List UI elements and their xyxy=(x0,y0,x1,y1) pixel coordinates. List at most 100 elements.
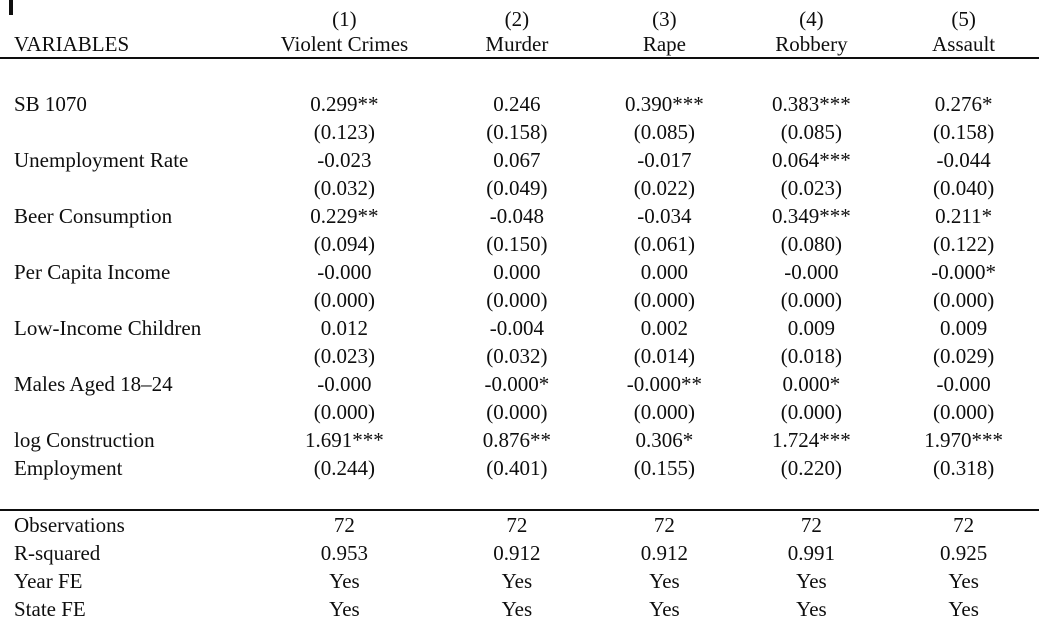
coef-cell: 0.306* xyxy=(635,427,694,452)
model-number-1: (1) xyxy=(332,6,357,31)
coef-cell: 0.390*** xyxy=(625,91,704,116)
coef-row: Beer Consumption 0.229** -0.048 -0.034 0.349… xyxy=(0,202,1039,230)
coef-cell: -0.000** xyxy=(626,371,703,396)
stat-label: Observations xyxy=(14,512,125,537)
coef-cell: -0.000 xyxy=(317,259,372,284)
variable-label-continued xyxy=(0,174,249,202)
se-cell: (0.049) xyxy=(486,175,548,200)
coef-cell: 0.349*** xyxy=(772,203,851,228)
coef-cell: -0.034 xyxy=(637,203,692,228)
coef-cell: 0.211* xyxy=(935,203,993,228)
header-gap-row xyxy=(0,58,1039,90)
column-name-assault: Assault xyxy=(888,32,1039,59)
stats-gap-row xyxy=(0,482,1039,511)
stat-value: 0.912 xyxy=(640,540,689,565)
coef-cell: 0.002 xyxy=(640,315,689,340)
se-cell: (0.000) xyxy=(313,399,376,424)
stats-rows: Observations 72 72 72 72 72 R-squared 0.953 0.91… xyxy=(0,510,1039,621)
se-row: (0.123) (0.158) (0.085) (0.085) (0.158) xyxy=(0,118,1039,146)
model-number-5: (5) xyxy=(951,6,976,31)
coef-cell: 0.000 xyxy=(640,259,689,284)
stat-value: Yes xyxy=(734,595,889,621)
se-cell: (0.032) xyxy=(486,343,548,368)
stat-value: Yes xyxy=(649,568,680,593)
column-name-row: VARIABLES Violent Crimes Murder Rape Rob… xyxy=(0,32,1039,59)
empty-header-cell xyxy=(0,6,249,32)
stat-row: State FE Yes Yes Yes Yes Yes xyxy=(0,595,1039,621)
model-number-4: (4) xyxy=(799,6,824,31)
se-cell: (0.000) xyxy=(486,399,548,424)
coef-cell: -0.000 xyxy=(784,259,839,284)
variable-label: SB 1070 xyxy=(14,91,87,116)
coef-cell: 0.000 xyxy=(493,259,541,284)
se-cell: (0.401) xyxy=(486,455,548,480)
variable-label-continued: Employment xyxy=(14,455,123,480)
table-border-artifact xyxy=(9,0,13,15)
se-row: Employment (0.244) (0.401) (0.155) (0.220) (0… xyxy=(0,454,1039,482)
se-cell: (0.023) xyxy=(313,343,376,368)
se-row: (0.023) (0.032) (0.014) (0.018) (0.029) xyxy=(0,342,1039,370)
column-name-robbery: Robbery xyxy=(734,32,889,59)
se-cell: (0.150) xyxy=(486,231,548,256)
stats-separator xyxy=(0,482,1039,511)
se-cell: (0.080) xyxy=(780,231,843,256)
coef-cell: 1.970*** xyxy=(924,427,1004,452)
se-cell: (0.000) xyxy=(633,287,696,312)
variable-label: Beer Consumption xyxy=(14,203,173,228)
se-cell: (0.014) xyxy=(633,343,696,368)
stat-value: 0.925 xyxy=(940,540,988,565)
spacer xyxy=(0,482,1039,511)
regression-table: (1) (2) (3) (4) (5) VARIABLES Violent Cr… xyxy=(0,6,1039,621)
stat-value: 72 xyxy=(953,512,975,537)
coef-row: Low-Income Children 0.012 -0.004 0.002 0.009… xyxy=(0,314,1039,342)
coef-cell: 0.000* xyxy=(782,371,841,396)
stat-row: R-squared 0.953 0.912 0.912 0.991 0.925 xyxy=(0,539,1039,567)
se-cell: (0.155) xyxy=(633,455,696,480)
coef-cell: -0.048 xyxy=(489,203,544,228)
coef-cell: 0.067 xyxy=(493,147,541,172)
variable-label-continued xyxy=(0,398,249,426)
coef-row: Males Aged 18–24 -0.000 -0.000* -0.000** 0.0… xyxy=(0,370,1039,398)
variable-label: Per Capita Income xyxy=(14,259,171,284)
stat-value: Yes xyxy=(796,568,827,593)
coef-cell: 0.299** xyxy=(310,91,379,116)
se-row: (0.000) (0.000) (0.000) (0.000) (0.000) xyxy=(0,286,1039,314)
se-cell: (0.022) xyxy=(633,175,696,200)
coef-cell: 0.012 xyxy=(320,315,369,340)
coef-cell: -0.004 xyxy=(489,315,544,340)
coef-cell: 0.064*** xyxy=(772,147,851,172)
coef-row: log Construction 1.691*** 0.876** 0.306* 1.7… xyxy=(0,426,1039,454)
se-cell: (0.040) xyxy=(933,175,995,200)
se-row: (0.094) (0.150) (0.061) (0.080) (0.122) xyxy=(0,230,1039,258)
stat-label: State FE xyxy=(0,595,250,621)
column-name-rape: Rape xyxy=(594,32,735,59)
stat-value: 0.912 xyxy=(493,540,541,565)
stat-value: 0.991 xyxy=(787,540,836,565)
stat-value: 72 xyxy=(800,512,822,537)
stat-value: 72 xyxy=(653,512,675,537)
se-cell: (0.018) xyxy=(780,343,843,368)
variable-label-continued xyxy=(0,230,249,258)
stat-row: Year FE Yes Yes Yes Yes Yes xyxy=(0,567,1039,595)
coef-cell: -0.017 xyxy=(637,147,692,172)
se-cell: (0.094) xyxy=(313,231,376,256)
coef-cell: -0.044 xyxy=(936,147,991,172)
se-cell: (0.061) xyxy=(633,231,696,256)
se-cell: (0.000) xyxy=(780,399,843,424)
spacer xyxy=(0,58,1039,90)
se-cell: (0.000) xyxy=(313,287,376,312)
model-number-3: (3) xyxy=(652,6,677,31)
coefficient-rows: SB 1070 0.299** 0.246 0.390*** 0.383*** 0.276… xyxy=(0,58,1039,482)
variable-label: Males Aged 18–24 xyxy=(14,371,173,396)
stat-value: 72 xyxy=(506,512,528,537)
se-cell: (0.318) xyxy=(933,455,995,480)
variable-label: Low-Income Children xyxy=(14,315,202,340)
stat-row: Observations 72 72 72 72 72 xyxy=(0,510,1039,539)
variables-header: VARIABLES xyxy=(0,32,250,59)
stat-label: R-squared xyxy=(14,540,101,565)
coef-row: Per Capita Income -0.000 0.000 0.000 -0.000 -… xyxy=(0,258,1039,286)
se-cell: (0.000) xyxy=(933,399,995,424)
se-row: (0.032) (0.049) (0.022) (0.023) (0.040) xyxy=(0,174,1039,202)
se-cell: (0.000) xyxy=(933,287,995,312)
